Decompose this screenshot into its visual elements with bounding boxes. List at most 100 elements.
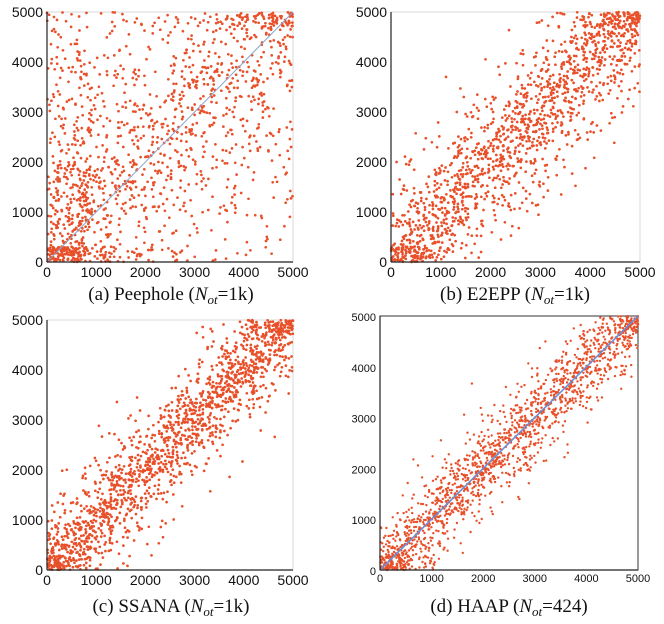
data-point (66, 143, 70, 146)
data-point (70, 249, 74, 253)
data-point (289, 197, 293, 200)
data-point (492, 149, 495, 153)
data-point (49, 243, 53, 247)
data-point (457, 135, 460, 138)
data-point (196, 417, 200, 421)
data-point (221, 148, 225, 152)
data-point (62, 566, 66, 570)
data-point (461, 166, 465, 169)
data-point (166, 448, 170, 452)
data-point (470, 234, 474, 238)
data-point (611, 57, 615, 61)
data-point (99, 12, 103, 15)
data-point (172, 203, 176, 207)
data-point (560, 65, 563, 69)
data-point (195, 428, 199, 432)
data-point (582, 50, 586, 54)
data-point (615, 45, 619, 48)
data-point (505, 164, 508, 168)
data-point (233, 211, 237, 215)
data-point (215, 363, 219, 367)
data-point (427, 226, 431, 230)
data-point (55, 258, 58, 262)
data-point (129, 414, 132, 417)
data-point (291, 194, 294, 198)
data-point (82, 72, 86, 76)
data-point (131, 478, 135, 482)
data-point (143, 185, 146, 189)
data-point (248, 412, 252, 416)
data-point (551, 121, 554, 125)
data-point (227, 410, 230, 414)
data-point (247, 335, 251, 338)
data-point (596, 372, 599, 375)
data-point (617, 10, 620, 14)
data-point (234, 390, 238, 394)
data-point (582, 117, 586, 121)
data-point (122, 169, 126, 173)
data-point (80, 126, 84, 130)
data-point (483, 197, 486, 201)
data-point (198, 406, 201, 409)
data-point (87, 167, 91, 171)
data-point (513, 174, 516, 178)
data-point (525, 139, 528, 143)
data-point (288, 189, 292, 193)
data-point (190, 108, 194, 112)
data-point (151, 248, 154, 252)
data-point (150, 246, 153, 249)
data-point (517, 150, 521, 154)
data-point (119, 64, 122, 68)
data-point (211, 30, 215, 34)
data-point (135, 477, 138, 481)
data-point (595, 33, 599, 37)
data-point (145, 480, 148, 484)
data-point (540, 124, 544, 127)
data-point (288, 137, 292, 141)
data-point (280, 365, 284, 369)
data-point (408, 241, 412, 245)
data-point (521, 186, 525, 190)
data-point (241, 124, 245, 128)
data-point (83, 229, 86, 233)
data-point (206, 20, 210, 24)
data-point (109, 503, 113, 507)
data-point (506, 135, 510, 139)
data-point (549, 93, 553, 97)
data-point (515, 101, 519, 104)
data-point (234, 358, 238, 362)
data-point (143, 483, 147, 487)
data-point (244, 20, 248, 24)
data-point (117, 552, 121, 556)
data-point (281, 329, 285, 332)
data-point (83, 193, 87, 197)
data-point (170, 426, 174, 429)
data-point (433, 168, 437, 172)
data-point (445, 192, 448, 196)
data-point (220, 22, 224, 26)
data-point (229, 32, 233, 36)
data-point (463, 185, 467, 189)
data-point (89, 128, 93, 132)
data-point (247, 366, 251, 370)
data-point (496, 202, 499, 206)
data-point (588, 50, 592, 54)
data-point (217, 405, 220, 408)
data-point (139, 440, 142, 444)
data-point (463, 256, 467, 260)
data-point (236, 39, 239, 43)
data-point (162, 491, 166, 495)
data-point (136, 125, 140, 129)
data-point (449, 194, 452, 198)
data-point (472, 103, 476, 107)
data-point (174, 149, 177, 152)
data-point (182, 165, 186, 168)
diagonal-line (46, 11, 294, 263)
data-point (521, 102, 525, 106)
data-point (80, 105, 84, 108)
data-point (66, 550, 69, 554)
data-point (172, 474, 176, 478)
data-point (473, 207, 477, 210)
data-point (183, 77, 186, 81)
data-point (93, 547, 97, 551)
